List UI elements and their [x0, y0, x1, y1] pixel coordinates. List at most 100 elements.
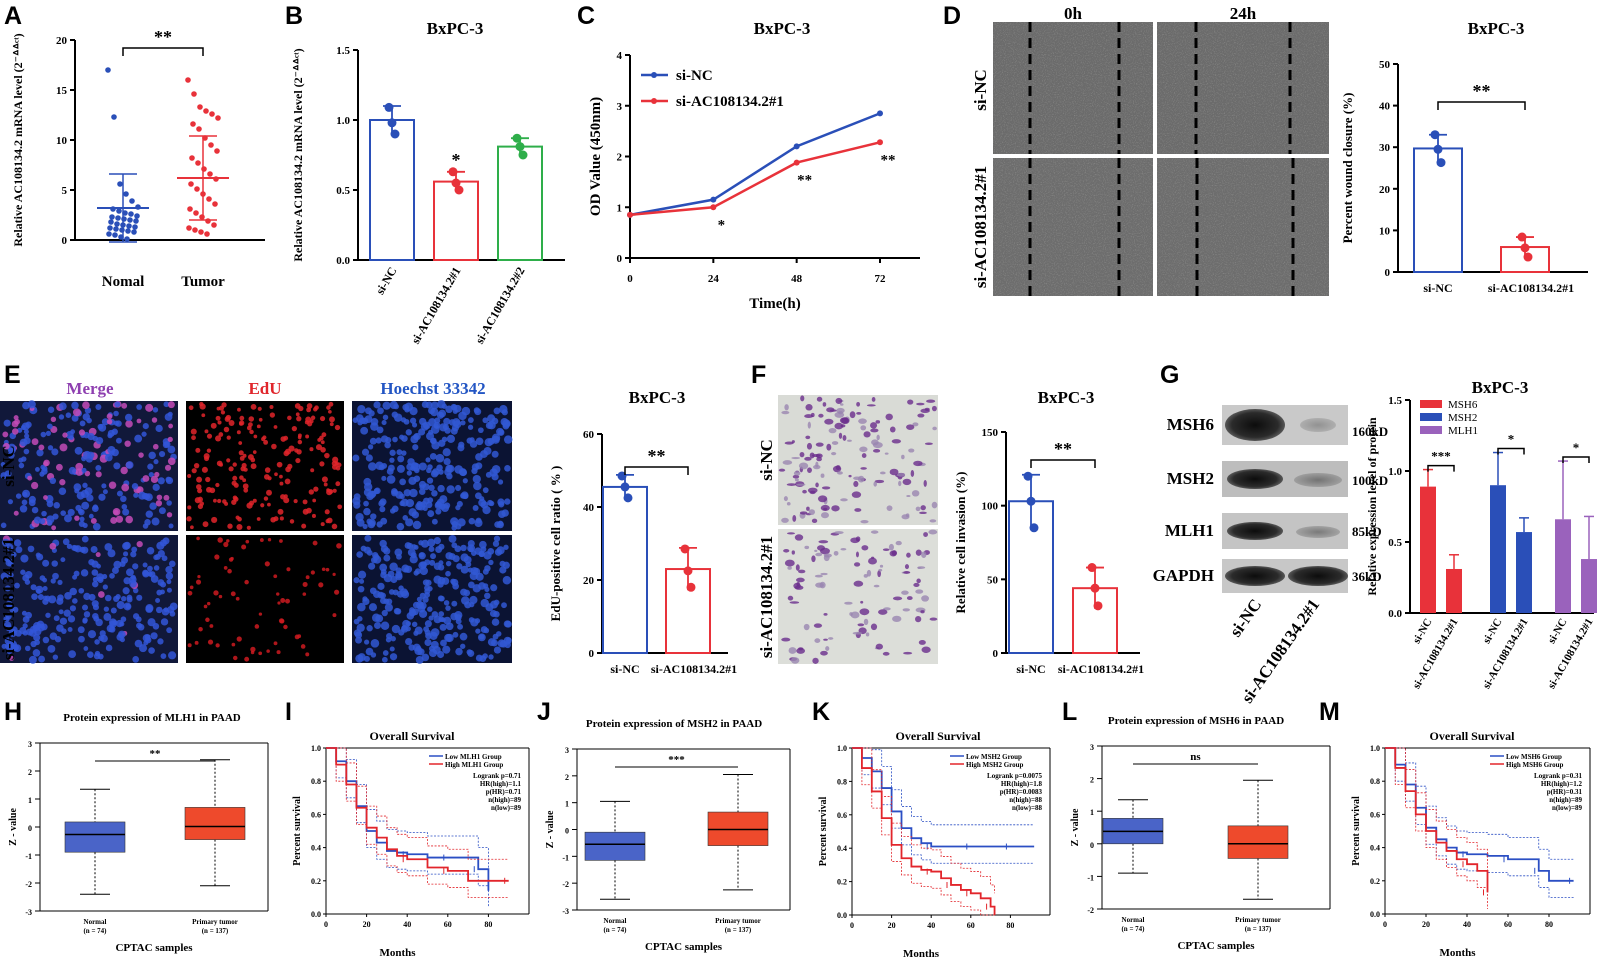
cell-dot [203, 521, 209, 527]
invaded-cell [792, 550, 795, 554]
cell-dot [78, 509, 83, 514]
y-tick-label: 0.4 [1370, 844, 1380, 853]
cell-dot [474, 408, 481, 415]
cell-dot [36, 589, 41, 594]
cell-dot [401, 435, 408, 442]
cell-dot [165, 566, 172, 573]
cell-dot [113, 561, 121, 569]
cell-dot [490, 601, 498, 609]
significance-bracket [625, 467, 688, 475]
invaded-cell [892, 616, 901, 622]
invaded-cell [878, 569, 882, 572]
cell-dot [187, 474, 191, 478]
cell-dot [364, 535, 371, 542]
invaded-cell [823, 639, 828, 641]
y-tick-label: 0.2 [311, 877, 321, 886]
cell-dot [427, 510, 434, 517]
cell-dot [137, 541, 143, 547]
cell-dot [354, 577, 360, 583]
panel-letter-j: J [537, 698, 551, 726]
invaded-cell [848, 475, 851, 477]
cell-dot [88, 630, 96, 638]
cell-dot [460, 493, 466, 499]
cell-dot [303, 509, 309, 515]
cell-dot [437, 485, 444, 492]
cell-dot [2, 431, 8, 437]
cell-dot [352, 454, 359, 461]
invaded-cell [847, 440, 852, 442]
invaded-cell [880, 565, 883, 568]
cell-dot [264, 496, 268, 500]
cell-dot [265, 467, 271, 473]
cell-dot [404, 567, 409, 572]
invaded-cell [924, 480, 927, 487]
cell-dot [479, 655, 486, 662]
data-point [1521, 243, 1530, 252]
cell-dot [83, 646, 88, 651]
y-tick-label: -2 [25, 880, 32, 889]
invaded-cell [779, 469, 785, 472]
legend-label: Low MSH2 Group [966, 753, 1022, 761]
y-tick-label: 0.0 [837, 911, 847, 920]
cell-dot [245, 540, 249, 544]
data-point [105, 67, 111, 73]
cell-dot [440, 640, 447, 647]
cell-dot [279, 475, 283, 479]
invaded-cell [787, 502, 791, 506]
cell-dot [144, 519, 150, 525]
cell-dot [57, 580, 62, 585]
significance-label: ** [1054, 439, 1072, 459]
cell-dot [316, 444, 322, 450]
cell-dot [121, 596, 126, 601]
cell-dot [446, 561, 451, 566]
cell-dot [492, 451, 499, 458]
invaded-cell [817, 545, 825, 551]
significance-label: * [718, 217, 726, 233]
cell-dot [296, 412, 300, 416]
cell-dot [313, 407, 317, 411]
cell-dot [444, 458, 451, 465]
cell-dot [494, 521, 501, 528]
invaded-cell [787, 566, 791, 570]
cell-dot [383, 555, 390, 562]
cell-dot [356, 551, 363, 558]
bar [370, 120, 414, 260]
data-point [106, 231, 112, 237]
legend-marker [651, 98, 657, 104]
y-tick-label: 2 [1090, 776, 1094, 785]
cell-dot [35, 467, 40, 472]
y-tick-label: 0.6 [1370, 810, 1380, 819]
cell-dot [488, 638, 496, 646]
cell-dot [498, 479, 503, 484]
invaded-cell [783, 460, 793, 465]
transwell-row-label-si: si-AC108134.2#1 [757, 536, 776, 658]
blot-label-msh6: MSH6 [1167, 415, 1214, 434]
cell-dot [47, 424, 53, 430]
cell-dot [28, 546, 35, 553]
cell-dot [429, 546, 435, 552]
cell-dot [227, 569, 232, 574]
cell-dot [147, 547, 154, 554]
cell-dot [413, 521, 421, 529]
cell-dot [244, 657, 249, 662]
cell-dot [62, 432, 67, 437]
cell-dot [224, 427, 229, 432]
cell-dot [280, 494, 285, 499]
cell-dot [368, 444, 373, 449]
invaded-cell [823, 402, 827, 407]
cell-dot [195, 497, 201, 503]
cell-dot [109, 573, 115, 579]
cell-dot [398, 585, 403, 590]
cell-dot [64, 592, 72, 600]
data-point [621, 482, 630, 491]
edu-image-edu-nc [186, 401, 344, 531]
cell-dot [451, 542, 457, 548]
cell-dot [503, 576, 511, 584]
cell-dot [71, 402, 79, 410]
cell-dot [217, 499, 221, 503]
cell-dot [425, 457, 430, 462]
cell-dot [168, 457, 176, 465]
cell-dot [427, 477, 433, 483]
invaded-cell [867, 404, 876, 406]
invaded-cell [849, 612, 852, 616]
